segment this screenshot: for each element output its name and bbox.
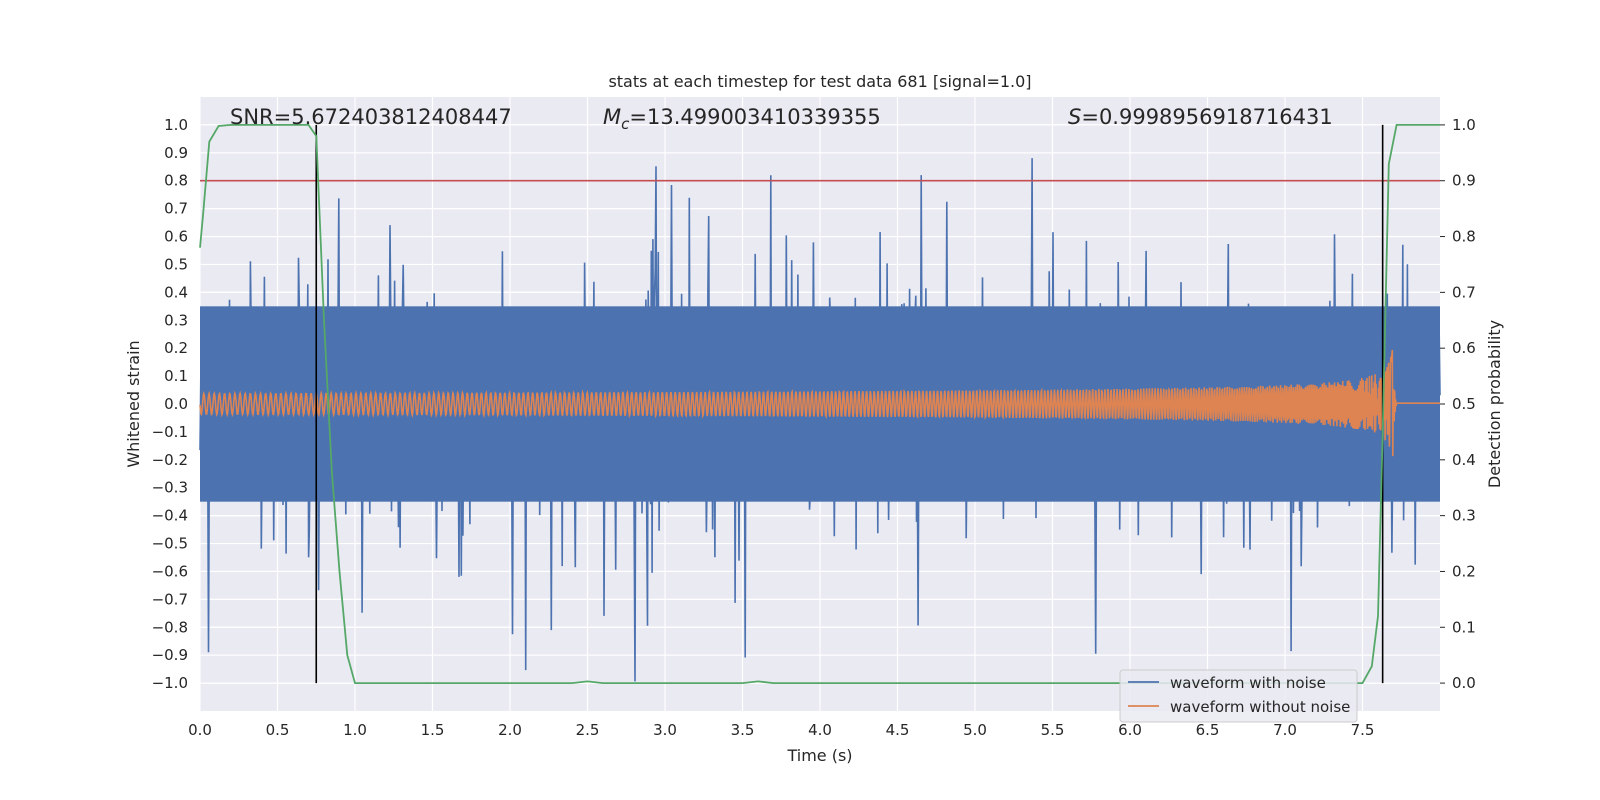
right-y-tick-labels: 1.0 0.9 0.8 0.7 0.6 0.5 0.4 0.3 0.2 0.1 0.0 xyxy=(1440,116,1476,692)
legend-box xyxy=(1119,669,1358,723)
left-y-tick-label: 0.9 xyxy=(164,144,188,162)
x-tick-label: 7.5 xyxy=(1351,721,1375,739)
right-y-tick-label: 0.9 xyxy=(1452,172,1476,190)
snr-annotation: SNR=5.672403812408447 xyxy=(230,105,512,129)
x-tick-label: 2.0 xyxy=(498,721,522,739)
right-y-tick-label: 0.1 xyxy=(1452,618,1476,636)
left-y-tick-label: 0.3 xyxy=(164,311,188,329)
left-y-tick-labels: 1.0 0.9 0.8 0.7 0.6 0.5 0.4 0.3 0.2 0.1 0.0 −0.1 −0.… xyxy=(152,116,188,692)
x-tick-label: 3.0 xyxy=(653,721,677,739)
left-y-tick-label: 0.2 xyxy=(164,339,188,357)
left-y-tick-label: 0.6 xyxy=(164,228,188,246)
s-annotation: S=0.9998956918716431 xyxy=(1068,105,1333,129)
detection-probability-line xyxy=(199,124,1440,684)
x-tick-label: 6.0 xyxy=(1118,721,1142,739)
left-y-tick-label: −0.5 xyxy=(152,535,188,553)
right-y-axis-label: Detection probability xyxy=(1485,320,1504,488)
right-y-tick-label: 0.5 xyxy=(1452,395,1476,413)
left-y-tick-label: 0.4 xyxy=(164,283,188,301)
right-y-tick-label: 0.8 xyxy=(1452,228,1476,246)
left-y-tick-label: 0.1 xyxy=(164,367,188,385)
chirp-mass-annotation: Mc=13.499003410339355 xyxy=(603,105,881,133)
x-tick-label: 0.0 xyxy=(188,721,212,739)
right-y-tick-label: 0.3 xyxy=(1452,507,1476,525)
x-tick-labels: 0.0 0.5 1.0 1.5 2.0 2.5 3.0 3.5 4.0 4.5 5.0 5.5 6.0 6… xyxy=(188,721,1374,739)
x-tick-label: 0.5 xyxy=(266,721,290,739)
left-y-tick-label: 0.7 xyxy=(164,200,188,218)
left-y-tick-label: −0.9 xyxy=(152,646,188,664)
x-tick-label: 5.5 xyxy=(1041,721,1065,739)
left-y-tick-label: 0.5 xyxy=(164,255,188,273)
right-y-tick-label: 1.0 xyxy=(1452,116,1476,134)
left-y-tick-label: 0.8 xyxy=(164,172,188,190)
x-tick-label: 5.0 xyxy=(963,721,987,739)
right-y-tick-label: 0.4 xyxy=(1452,451,1476,469)
x-tick-label: 1.0 xyxy=(343,721,367,739)
x-axis-label: Time (s) xyxy=(786,746,852,765)
traces xyxy=(199,124,1441,684)
left-y-tick-label: −0.2 xyxy=(152,451,188,469)
x-tick-label: 7.0 xyxy=(1273,721,1297,739)
right-y-tick-label: 0.2 xyxy=(1452,562,1476,580)
left-y-tick-label: −0.7 xyxy=(152,590,188,608)
x-tick-label: 1.5 xyxy=(421,721,445,739)
right-y-tick-label: 0.7 xyxy=(1452,283,1476,301)
chirp-mass-value: =13.499003410339355 xyxy=(629,105,880,129)
x-tick-label: 4.5 xyxy=(886,721,910,739)
legend-label-clean: waveform without noise xyxy=(1170,698,1350,716)
left-y-tick-label: −0.3 xyxy=(152,479,188,497)
left-y-tick-label: −0.4 xyxy=(152,507,188,525)
left-y-tick-label: −0.8 xyxy=(152,618,188,636)
left-y-tick-label: −0.6 xyxy=(152,562,188,580)
x-tick-label: 6.5 xyxy=(1196,721,1220,739)
x-tick-label: 3.5 xyxy=(731,721,755,739)
legend-label-noise: waveform with noise xyxy=(1170,674,1326,692)
left-y-axis-label: Whitened strain xyxy=(124,340,143,467)
left-y-tick-label: −0.1 xyxy=(152,423,188,441)
x-tick-label: 2.5 xyxy=(576,721,600,739)
right-y-tick-label: 0.0 xyxy=(1452,674,1476,692)
right-y-tick-label: 0.6 xyxy=(1452,339,1476,357)
left-y-tick-label: 0.0 xyxy=(164,395,188,413)
chart-title: stats at each timestep for test data 681… xyxy=(608,72,1031,91)
left-y-tick-label: −1.0 xyxy=(152,674,188,692)
x-tick-label: 4.0 xyxy=(808,721,832,739)
left-y-tick-label: 1.0 xyxy=(164,116,188,134)
s-value: =0.9998956918716431 xyxy=(1081,105,1332,129)
clean-waveform-line xyxy=(199,349,1440,457)
legend: waveform with noise waveform without noi… xyxy=(1119,669,1358,723)
